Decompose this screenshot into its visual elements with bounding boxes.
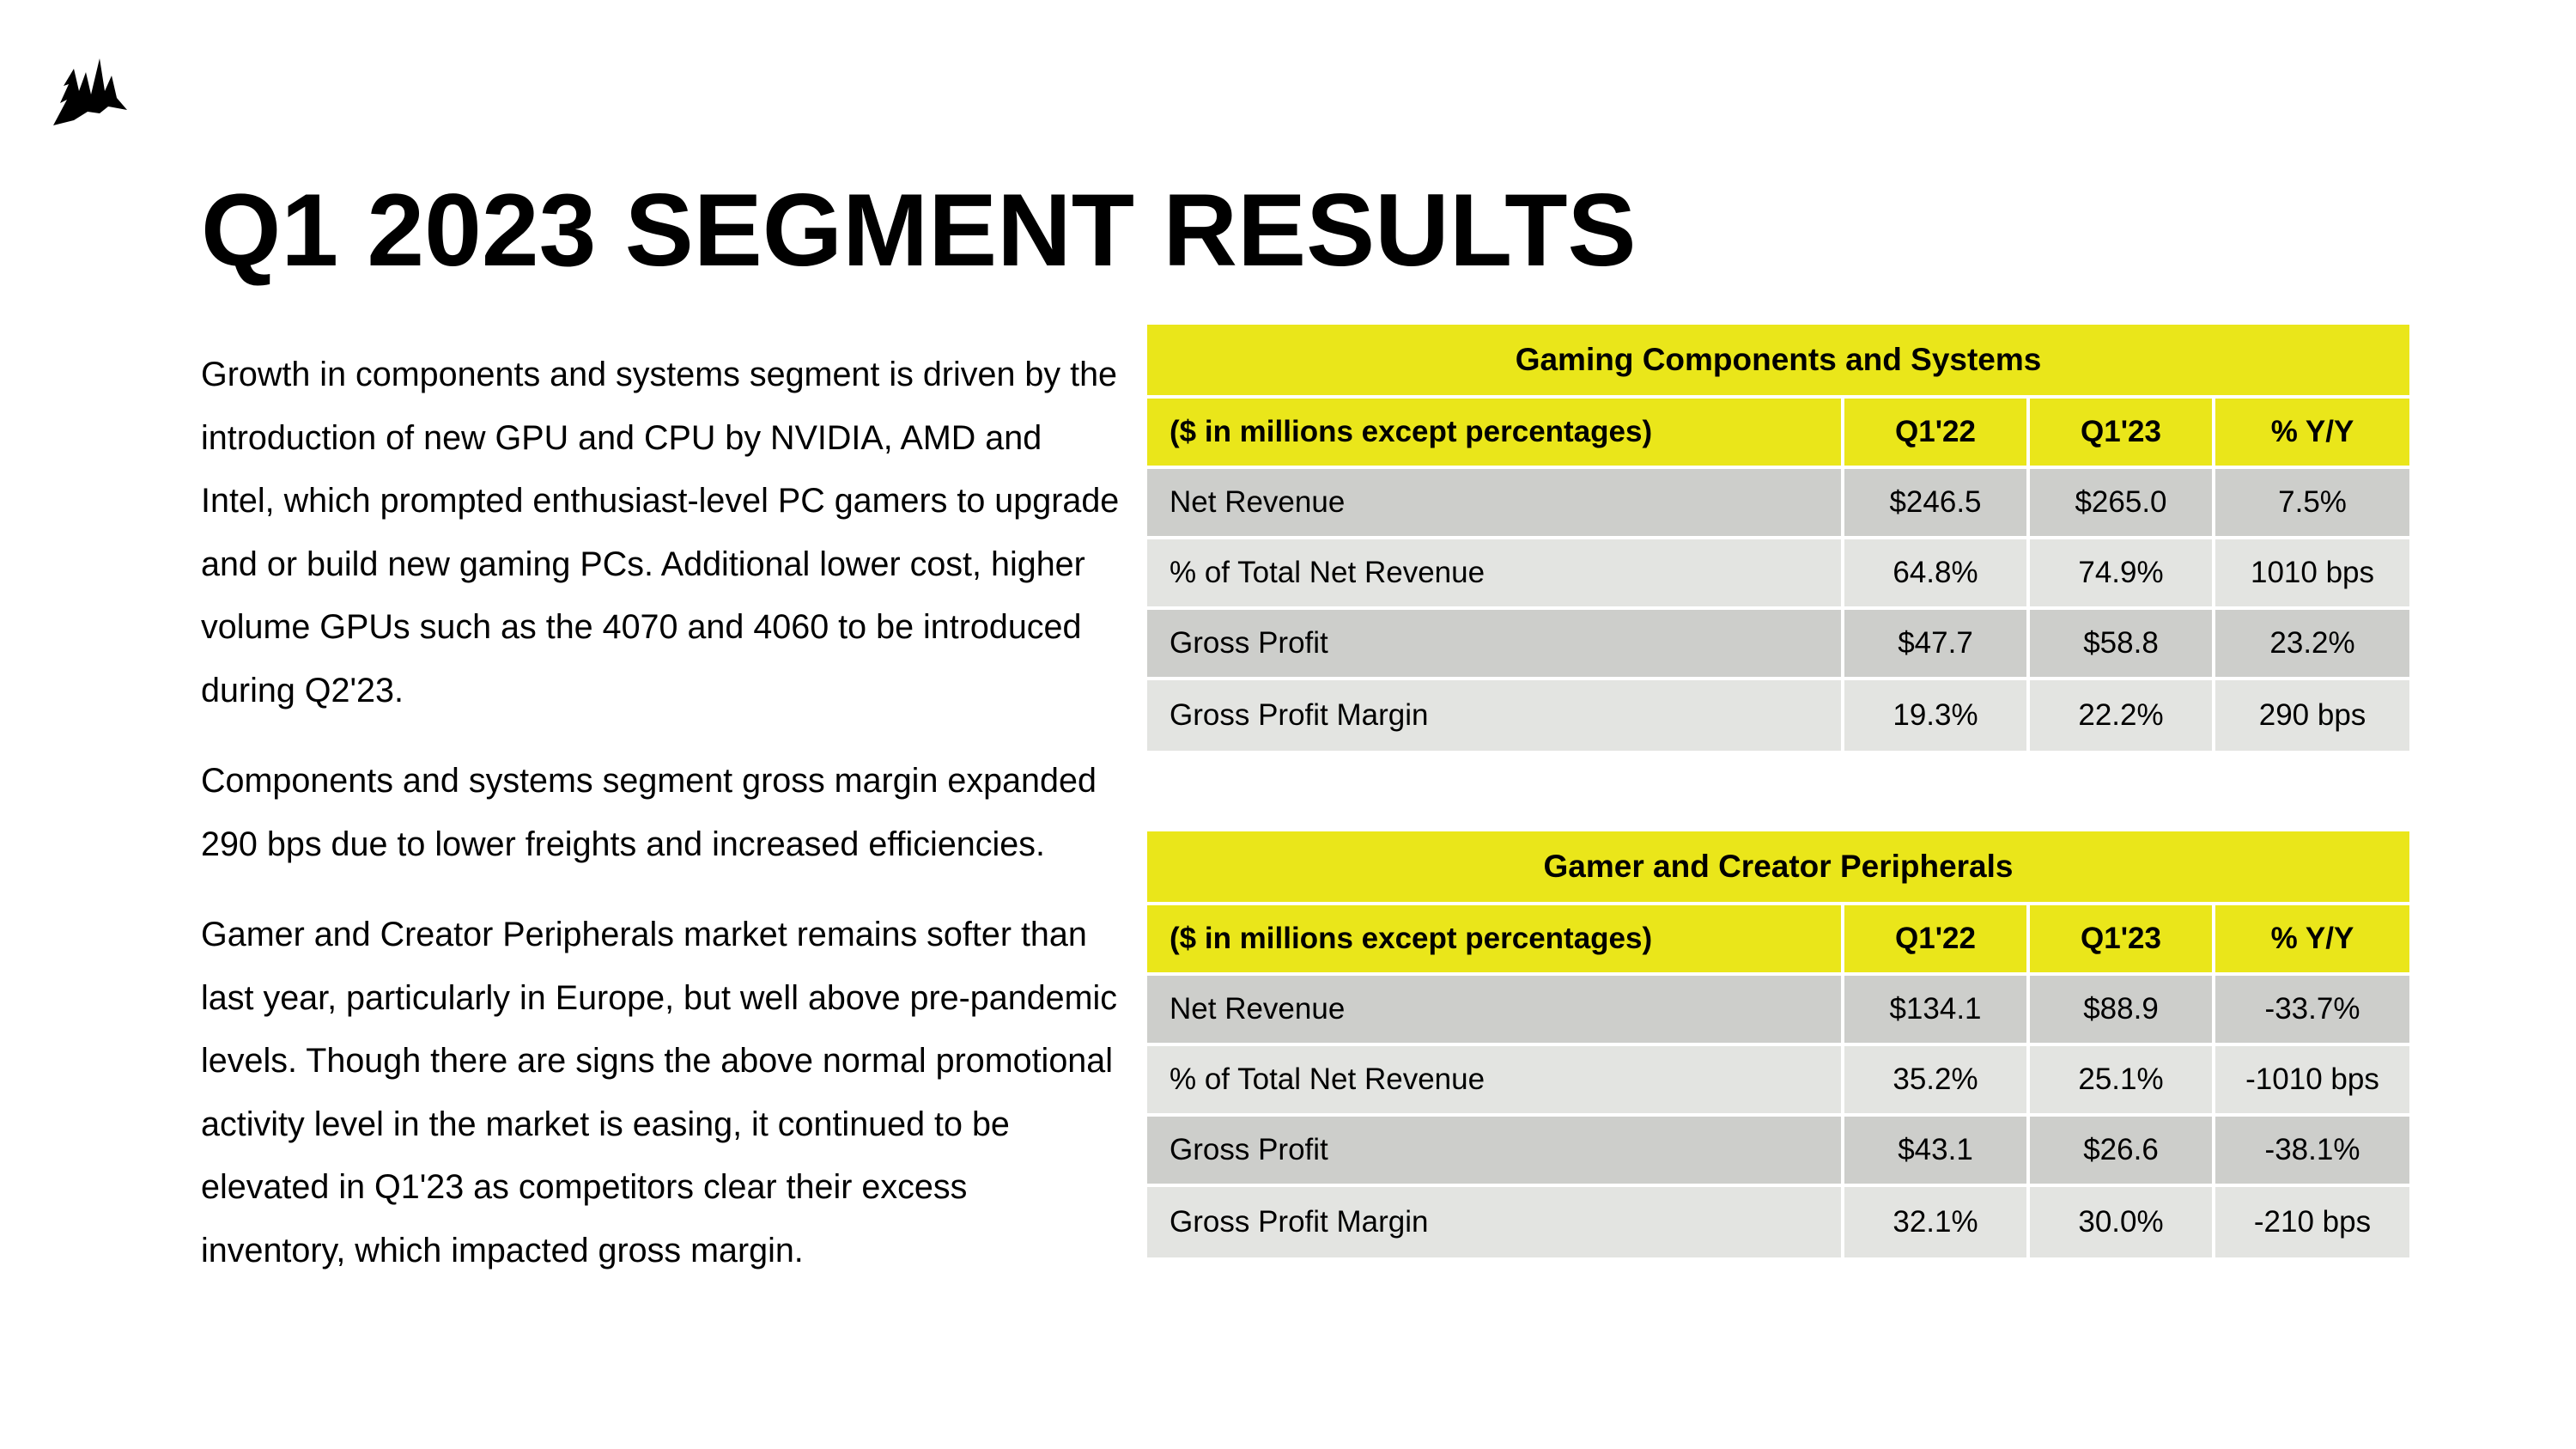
row-label: Net Revenue — [1147, 976, 1844, 1046]
cell-q1-23: $265.0 — [2030, 469, 2215, 539]
row-label: Net Revenue — [1147, 469, 1844, 539]
gaming-components-table: Gaming Components and Systems ($ in mill… — [1147, 325, 2410, 751]
cell-q1-22: $47.7 — [1844, 610, 2030, 680]
cell-q1-22: 32.1% — [1844, 1187, 2030, 1257]
cell-q1-23: $58.8 — [2030, 610, 2215, 680]
paragraph-components-growth: Growth in components and systems segment… — [201, 356, 1120, 709]
table-caption: Gamer and Creator Peripherals — [1147, 831, 2409, 905]
table-row: % of Total Net Revenue 35.2% 25.1% -1010… — [1147, 1046, 2409, 1117]
row-label: Gross Profit Margin — [1147, 1187, 1844, 1257]
column-header-q1-23: Q1'23 — [2030, 905, 2215, 976]
cell-q1-23: $26.6 — [2030, 1117, 2215, 1187]
cell-q1-22: 64.8% — [1844, 539, 2030, 610]
column-header-yoy: % Y/Y — [2215, 399, 2410, 469]
cell-q1-22: $134.1 — [1844, 976, 2030, 1046]
table-row: Net Revenue $134.1 $88.9 -33.7% — [1147, 976, 2409, 1046]
cell-yoy: -33.7% — [2215, 976, 2409, 1046]
cell-yoy: 23.2% — [2215, 610, 2410, 680]
row-label: Gross Profit — [1147, 1117, 1844, 1187]
table-caption: Gaming Components and Systems — [1147, 325, 2410, 399]
column-header-q1-22: Q1'22 — [1844, 399, 2030, 469]
cell-yoy: -1010 bps — [2215, 1046, 2409, 1117]
commentary-text: Growth in components and systems segment… — [201, 344, 1120, 1310]
column-header-q1-22: Q1'22 — [1844, 905, 2030, 976]
row-label: Gross Profit — [1147, 610, 1844, 680]
cell-yoy: -38.1% — [2215, 1117, 2409, 1187]
cell-yoy: -210 bps — [2215, 1187, 2409, 1257]
cell-q1-23: 30.0% — [2030, 1187, 2215, 1257]
cell-yoy: 7.5% — [2215, 469, 2410, 539]
cell-q1-23: 22.2% — [2030, 680, 2215, 751]
cell-yoy: 1010 bps — [2215, 539, 2410, 610]
cell-q1-22: 19.3% — [1844, 680, 2030, 751]
table-row: Gross Profit $47.7 $58.8 23.2% — [1147, 610, 2410, 680]
row-label: % of Total Net Revenue — [1147, 1046, 1844, 1117]
page-title: Q1 2023 SEGMENT RESULTS — [201, 173, 1637, 288]
table-row: Gross Profit Margin 32.1% 30.0% -210 bps — [1147, 1187, 2409, 1257]
table-row: Gross Profit $43.1 $26.6 -38.1% — [1147, 1117, 2409, 1187]
column-header-metric: ($ in millions except percentages) — [1147, 905, 1844, 976]
row-label: % of Total Net Revenue — [1147, 539, 1844, 610]
cell-yoy: 290 bps — [2215, 680, 2410, 751]
cell-q1-23: 25.1% — [2030, 1046, 2215, 1117]
paragraph-peripherals: Gamer and Creator Peripherals market rem… — [201, 916, 1118, 1269]
row-label: Gross Profit Margin — [1147, 680, 1844, 751]
cell-q1-22: 35.2% — [1844, 1046, 2030, 1117]
paragraph-components-margin: Components and systems segment gross mar… — [201, 762, 1097, 863]
cell-q1-23: $88.9 — [2030, 976, 2215, 1046]
cell-q1-22: $43.1 — [1844, 1117, 2030, 1187]
table-row: % of Total Net Revenue 64.8% 74.9% 1010 … — [1147, 539, 2410, 610]
corsair-sails-logo-icon — [48, 46, 131, 129]
cell-q1-23: 74.9% — [2030, 539, 2215, 610]
column-header-metric: ($ in millions except percentages) — [1147, 399, 1844, 469]
column-header-yoy: % Y/Y — [2215, 905, 2409, 976]
peripherals-table: Gamer and Creator Peripherals ($ in mill… — [1147, 831, 2409, 1257]
cell-q1-22: $246.5 — [1844, 469, 2030, 539]
table-row: Net Revenue $246.5 $265.0 7.5% — [1147, 469, 2410, 539]
table-row: Gross Profit Margin 19.3% 22.2% 290 bps — [1147, 680, 2410, 751]
column-header-q1-23: Q1'23 — [2030, 399, 2215, 469]
